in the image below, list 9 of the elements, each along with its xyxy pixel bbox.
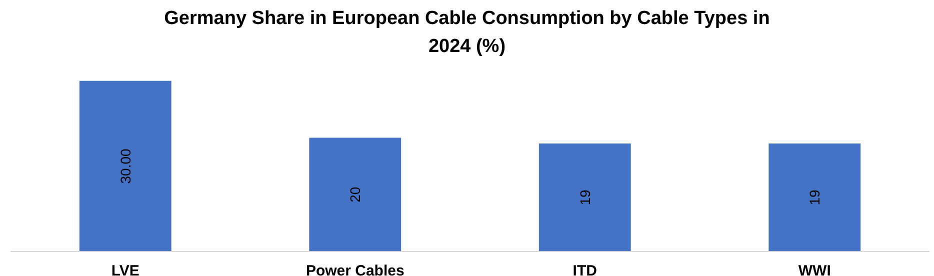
x-tick-label: LVE bbox=[111, 262, 140, 276]
x-tick-label: ITD bbox=[572, 262, 598, 276]
chart-title: Germany Share in European Cable Consumption by Cable Types in 2024 (%) bbox=[163, 7, 771, 59]
data-label: 30.00 bbox=[117, 148, 134, 184]
x-tick-label: Power Cables bbox=[306, 262, 404, 276]
data-label: 19 bbox=[576, 189, 593, 206]
data-label: 20 bbox=[347, 186, 364, 202]
x-tick-label: WWI bbox=[798, 262, 831, 276]
data-label: 19 bbox=[806, 189, 823, 206]
